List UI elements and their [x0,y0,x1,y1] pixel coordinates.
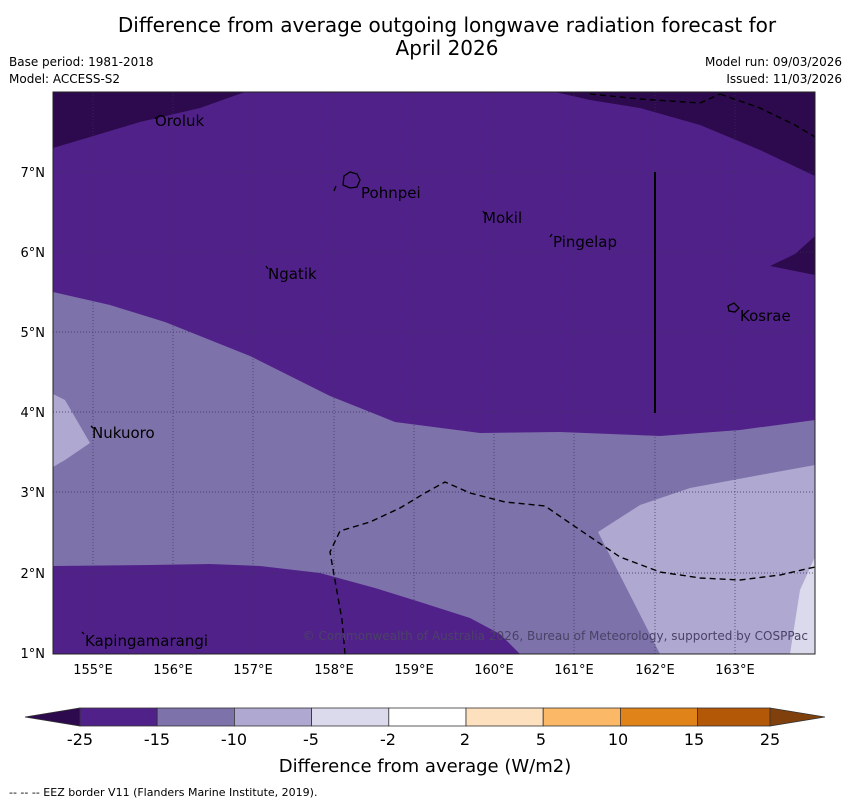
kapingamarangi-atoll [81,631,85,635]
map-frame [52,91,816,655]
place-nukuoro: Nukuoro [92,424,155,442]
lat-label: 1°N [21,647,46,662]
lon-label: 163°E [715,663,755,678]
place-labels: Oroluk Pohnpei Mokil Pingelap Ngatik Kos… [85,112,791,650]
nukuoro-atoll [90,425,94,429]
lon-label: 157°E [233,663,273,678]
meta-left: Base period: 1981-2018 Model: ACCESS-S2 [9,54,154,88]
base-period-text: Base period: 1981-2018 [9,55,154,69]
lat-label: 3°N [21,486,46,501]
map-title: Difference from average outgoing longwav… [0,14,850,60]
pingelap-atoll [549,233,553,238]
lat-label: 5°N [21,326,46,341]
pohnpei-island [342,171,361,189]
colorbar-extend-low [24,707,81,727]
lon-label: 160°E [474,663,514,678]
colorbar-tick: 10 [608,730,628,749]
kosrae-island [727,302,740,313]
lon-label: 162°E [635,663,675,678]
lon-label: 156°E [153,663,193,678]
colorbar: -25 -15 -10 -5 -2 2 5 10 15 25 Differenc… [24,707,826,777]
copyright-notice: © Commonwealth of Australia 2026, Bureau… [303,629,808,643]
colorbar-segment [542,707,621,727]
lat-label: 2°N [21,567,46,582]
map-title-line2: April 2026 [395,36,499,60]
map-title-line1: Difference from average outgoing longwav… [117,13,777,37]
place-ngatik: Ngatik [268,265,317,283]
colorbar-tick: 25 [760,730,780,749]
islands [81,116,740,635]
colorbar-tick: -25 [67,730,93,749]
colorbar-segment [233,707,312,727]
colorbar-segment [620,707,699,727]
band-minus25-minus15-south [53,564,520,654]
meta-right: Model run: 09/03/2026 Issued: 11/03/2026 [705,54,842,88]
mokil-atoll [482,210,486,215]
place-kosrae: Kosrae [740,307,791,325]
band-minus25-minus15-north [53,92,815,436]
lon-label: 155°E [73,663,113,678]
model-text: Model: ACCESS-S2 [9,72,121,86]
colorbar-tick: -10 [221,730,247,749]
lon-label: 159°E [394,663,434,678]
map-area [53,92,815,654]
ngatik-atoll [265,265,269,270]
colorbar-label: Difference from average (W/m2) [279,756,571,777]
graticule [53,92,815,654]
colorbar-tick: -2 [380,730,396,749]
lon-axis: 155°E 156°E 157°E 158°E 159°E 160°E 161°… [73,663,755,678]
colorbar-segment [465,707,544,727]
oroluk-atoll [154,116,157,120]
band-minus10-minus5-southeast [598,465,815,654]
eez-footnote: -- -- -- EEZ border V11 (Flanders Marine… [9,786,318,799]
colorbar-segment [311,707,390,727]
lat-label: 7°N [21,166,46,181]
colorbar-segment [697,707,771,727]
place-mokil: Mokil [483,209,522,227]
band-minus5-minus2-southeast [790,557,815,654]
place-kapingamarangi: Kapingamarangi [85,632,208,650]
band-below-minus25-east [770,236,815,275]
place-pingelap: Pingelap [553,233,617,251]
model-run-text: Model run: 09/03/2026 [704,55,842,69]
issued-text: Issued: 11/03/2026 [726,72,842,86]
lat-label: 4°N [21,406,46,421]
colorbar-tick: 5 [536,730,546,749]
colorbar-extend-high [769,707,826,727]
lon-label: 161°E [554,663,594,678]
lon-label: 158°E [314,663,354,678]
colorbar-tick: 15 [684,730,704,749]
colorbar-tick: -15 [144,730,170,749]
colorbar-segment [388,707,467,727]
band-below-minus25-northwest [53,92,245,148]
ant-atoll [333,185,337,192]
band-below-minus25-northeast [555,92,815,176]
colorbar-segment [79,707,158,727]
place-pohnpei: Pohnpei [361,184,421,202]
colorbar-tick: -5 [303,730,319,749]
eez-border [329,93,815,654]
colorbar-segment [156,707,235,727]
place-oroluk: Oroluk [155,112,204,130]
colorbar-tick: 2 [460,730,470,749]
lat-axis: 7°N 6°N 5°N 4°N 3°N 2°N 1°N [21,166,46,662]
lat-label: 6°N [21,246,46,261]
